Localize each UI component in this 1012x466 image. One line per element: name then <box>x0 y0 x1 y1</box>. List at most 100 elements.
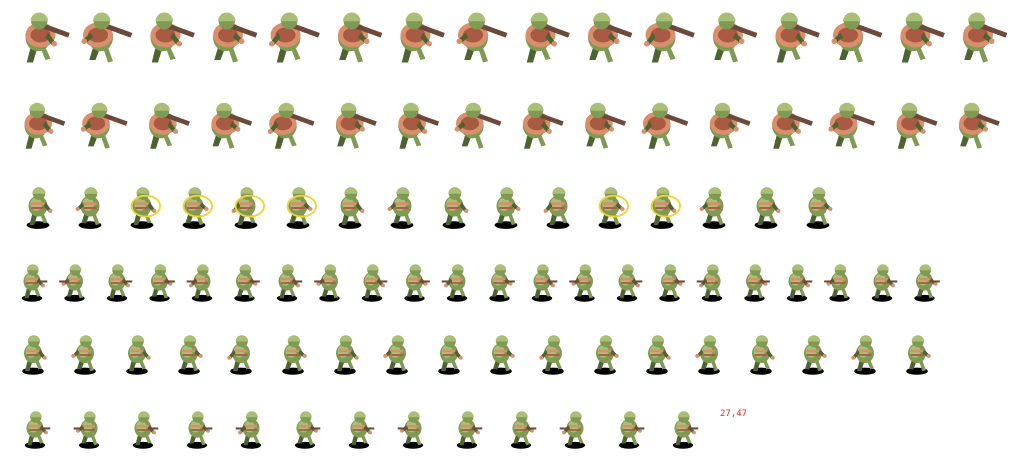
sprite-frame <box>494 187 521 229</box>
sprite-frame <box>398 102 440 149</box>
sprite-frame <box>81 12 133 63</box>
sprite-frame <box>441 264 468 302</box>
sprite-frame <box>594 335 619 375</box>
sprite-frame <box>775 12 820 63</box>
sprite-frame <box>24 102 66 149</box>
sprite-row-knife-run <box>24 411 699 449</box>
sprite-frame <box>510 411 537 449</box>
sprite-frame <box>213 12 258 63</box>
sprite-frame <box>543 187 570 229</box>
sprite-frame <box>400 12 445 63</box>
sprite-row-melee-slash-attack <box>26 187 833 229</box>
sprite-frame <box>348 411 375 449</box>
sprite-frame <box>130 187 162 229</box>
sprite-frame <box>338 187 365 229</box>
sprite-frame <box>25 12 70 63</box>
sprite-frame <box>598 187 630 229</box>
sprite-frame <box>695 335 720 375</box>
sprite-frame <box>871 264 898 302</box>
sprite-frame <box>186 264 213 302</box>
sprite-frame <box>531 264 558 302</box>
sprite-frame <box>672 411 699 449</box>
sprite-frame <box>267 102 315 149</box>
sprite-frame <box>699 187 726 229</box>
sprite-frame <box>150 12 195 63</box>
sprite-frame <box>754 187 781 229</box>
sprite-frame <box>334 335 359 375</box>
sprite-frame <box>641 102 689 149</box>
sprite-frame <box>750 335 775 375</box>
sprite-frame <box>588 12 633 63</box>
sprite-frame <box>404 264 430 302</box>
sprite-frame <box>539 335 564 375</box>
sprite-frame <box>231 187 266 229</box>
sprite-frame <box>75 187 102 229</box>
sprite-frame <box>914 264 940 302</box>
sprite-frame <box>182 187 214 229</box>
sprite-frame <box>234 264 260 302</box>
sprite-frame <box>338 12 383 63</box>
sprite-frame <box>73 411 100 449</box>
sprite-row-rifle-walk-run <box>21 264 940 302</box>
sprite-frame <box>442 187 469 229</box>
sprite-frame <box>456 12 508 63</box>
sprite-frame <box>585 102 626 149</box>
sprite-frame <box>438 335 463 375</box>
sprite-frame <box>282 335 307 375</box>
sprite-frame <box>569 264 595 302</box>
sprite-frame <box>227 335 252 375</box>
sprite-frame <box>294 411 321 449</box>
sprite-frame <box>900 12 945 63</box>
sprite-frame <box>126 335 151 375</box>
sprite-frame <box>616 264 643 302</box>
sprite-frame <box>559 411 586 449</box>
sprite-frame <box>709 102 751 149</box>
sprite-frame <box>336 102 377 149</box>
sprite-row-grenade-throw-knife <box>22 335 931 375</box>
sprite-frame <box>24 411 51 449</box>
sprite-frame <box>235 411 262 449</box>
sprite-frame <box>21 264 48 302</box>
sprite-frame <box>456 411 483 449</box>
sprite-frame <box>646 335 671 375</box>
sprite-frame <box>659 264 685 302</box>
sprite-frame <box>525 12 570 63</box>
sprite-frame <box>831 12 883 63</box>
sprite-frame <box>276 264 303 302</box>
sprite-frame <box>71 335 96 375</box>
sprite-frame <box>824 264 850 302</box>
sprite-frame <box>828 102 876 149</box>
sprite-frame <box>286 187 318 229</box>
sprite-frame <box>132 411 159 449</box>
sprite-frame <box>149 264 175 302</box>
sprite-frame <box>959 102 1000 149</box>
sprite-frame <box>387 187 414 229</box>
sprite-frame <box>314 264 340 302</box>
sprite-frame <box>397 411 424 449</box>
sprite-row-carry-bazooka-walk <box>25 12 1008 63</box>
sprite-frame <box>454 102 502 149</box>
sprite-frame <box>178 335 203 375</box>
sprite-frame <box>361 264 388 302</box>
sprite-frame <box>802 335 827 375</box>
sprite-frame <box>22 335 47 375</box>
sprite-frame <box>650 187 682 229</box>
sprite-frame <box>211 102 253 149</box>
sprite-frame <box>696 264 723 302</box>
sprite-frame <box>489 264 515 302</box>
sprite-frame <box>806 187 833 229</box>
sprite-frame <box>744 264 770 302</box>
sprite-frame <box>618 411 645 449</box>
sprite-frame <box>851 335 876 375</box>
sprite-frame <box>963 12 1008 63</box>
frame-label: 27,47 <box>720 409 748 419</box>
sprite-frame <box>522 102 564 149</box>
sprite-frame <box>383 335 408 375</box>
sprite-frame <box>59 264 85 302</box>
sprite-frame <box>490 335 515 375</box>
sprite-frame <box>186 411 213 449</box>
sprite-frame <box>772 102 813 149</box>
sprite-frame <box>713 12 758 63</box>
sprite-frame <box>786 264 813 302</box>
